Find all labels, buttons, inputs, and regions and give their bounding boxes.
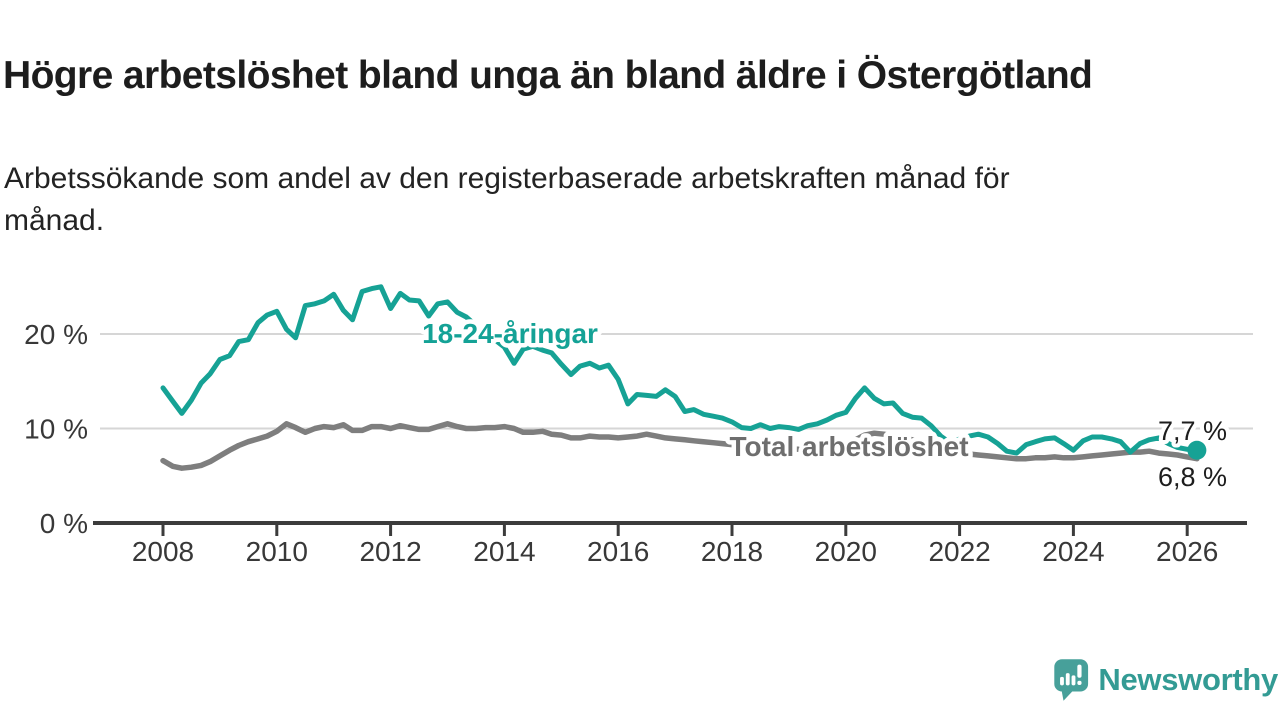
chart-subtitle: Arbetssökande som andel av den registerb… xyxy=(4,158,1204,242)
series-end-dot xyxy=(1187,440,1207,460)
series-label-total: Total arbetslöshet xyxy=(729,431,968,462)
newsworthy-logo: Newsworthy xyxy=(1052,650,1278,710)
series-line-total xyxy=(160,421,1200,471)
x-axis-tick-label: 2012 xyxy=(359,536,421,567)
series-label-youth: 18-24-åringar xyxy=(422,318,598,349)
page-title: Högre arbetslöshet bland unga än bland ä… xyxy=(3,54,1093,98)
x-axis-tick-label: 2018 xyxy=(701,536,763,567)
end-value-label-total: 6,8 % xyxy=(1158,462,1227,492)
x-axis-tick-label: 2016 xyxy=(587,536,649,567)
y-axis-tick-label: 10 % xyxy=(24,414,88,445)
x-axis-tick-label: 2008 xyxy=(132,536,194,567)
chart-subtitle-line1: Arbetssökande som andel av den registerb… xyxy=(4,162,1010,195)
x-axis-tick-label: 2022 xyxy=(928,536,990,567)
y-axis-tick-label: 20 % xyxy=(24,319,88,350)
chart-subtitle-line2: månad. xyxy=(4,204,105,237)
x-axis-tick-label: 2020 xyxy=(815,536,877,567)
series-line-youth xyxy=(160,284,1200,456)
newsworthy-logo-text: Newsworthy xyxy=(1098,662,1278,697)
newsworthy-logo-icon xyxy=(1054,659,1089,701)
y-axis-tick-label: 0 % xyxy=(40,508,88,539)
x-axis-tick-label: 2026 xyxy=(1156,536,1218,567)
x-axis-tick-label: 2010 xyxy=(246,536,308,567)
x-axis-tick-label: 2014 xyxy=(473,536,535,567)
end-value-label-youth: 7,7 % xyxy=(1158,416,1227,446)
x-axis-tick-label: 2024 xyxy=(1042,536,1104,567)
